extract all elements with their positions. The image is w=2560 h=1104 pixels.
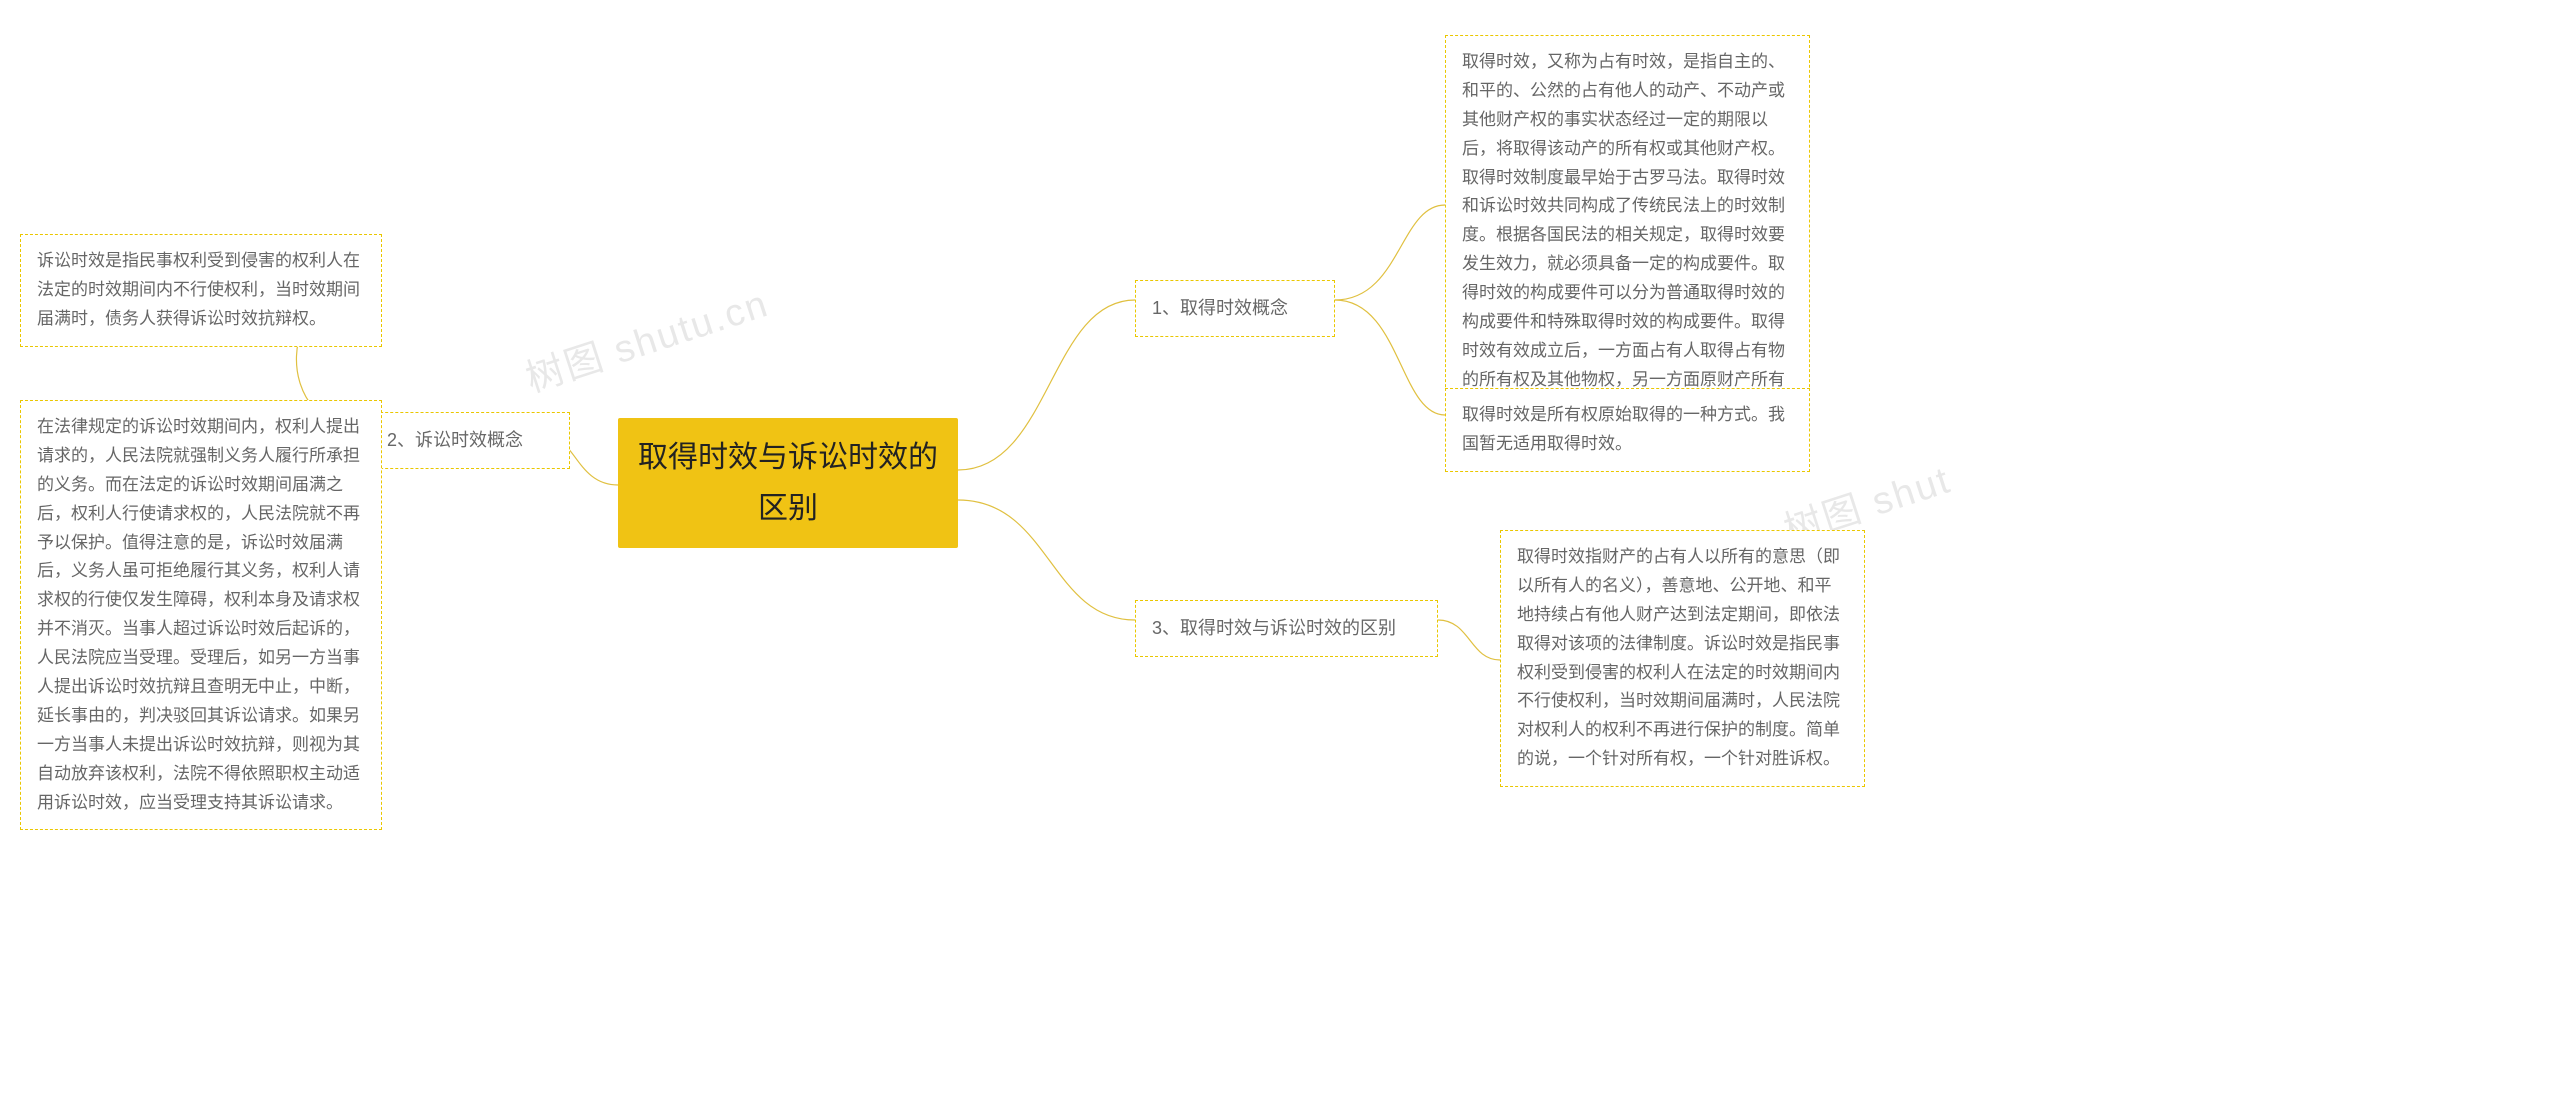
branch-1-detail-2: 取得时效是所有权原始取得的一种方式。我国暂无适用取得时效。: [1445, 388, 1810, 472]
branch-1-detail-1: 取得时效，又称为占有时效，是指自主的、和平的、公然的占有他人的动产、不动产或其他…: [1445, 35, 1810, 437]
branch-2-detail-1-text: 诉讼时效是指民事权利受到侵害的权利人在法定的时效期间内不行使权利，当时效期间届满…: [37, 251, 360, 328]
center-title: 取得时效与诉讼时效的区别: [634, 432, 942, 534]
branch-3-detail: 取得时效指财产的占有人以所有的意思（即以所有人的名义），善意地、公开地、和平地持…: [1500, 530, 1865, 787]
branch-2-detail-1: 诉讼时效是指民事权利受到侵害的权利人在法定的时效期间内不行使权利，当时效期间届满…: [20, 234, 382, 347]
branch-3: 3、取得时效与诉讼时效的区别: [1135, 600, 1438, 657]
branch-2-detail-2: 在法律规定的诉讼时效期间内，权利人提出请求的，人民法院就强制义务人履行所承担的义…: [20, 400, 382, 830]
branch-1-label: 1、取得时效概念: [1152, 298, 1288, 318]
branch-3-label: 3、取得时效与诉讼时效的区别: [1152, 618, 1396, 638]
branch-2-label: 2、诉讼时效概念: [387, 430, 523, 450]
branch-2: 2、诉讼时效概念: [370, 412, 570, 469]
center-node: 取得时效与诉讼时效的区别: [618, 418, 958, 548]
watermark-1: 树图 shutu.cn: [518, 272, 775, 402]
branch-1: 1、取得时效概念: [1135, 280, 1335, 337]
branch-2-detail-2-text: 在法律规定的诉讼时效期间内，权利人提出请求的，人民法院就强制义务人履行所承担的义…: [37, 417, 360, 812]
branch-3-detail-text: 取得时效指财产的占有人以所有的意思（即以所有人的名义），善意地、公开地、和平地持…: [1517, 547, 1840, 768]
connector-lines: [0, 0, 2560, 1104]
branch-1-detail-2-text: 取得时效是所有权原始取得的一种方式。我国暂无适用取得时效。: [1462, 405, 1785, 453]
branch-1-detail-1-text: 取得时效，又称为占有时效，是指自主的、和平的、公然的占有他人的动产、不动产或其他…: [1462, 52, 1785, 418]
